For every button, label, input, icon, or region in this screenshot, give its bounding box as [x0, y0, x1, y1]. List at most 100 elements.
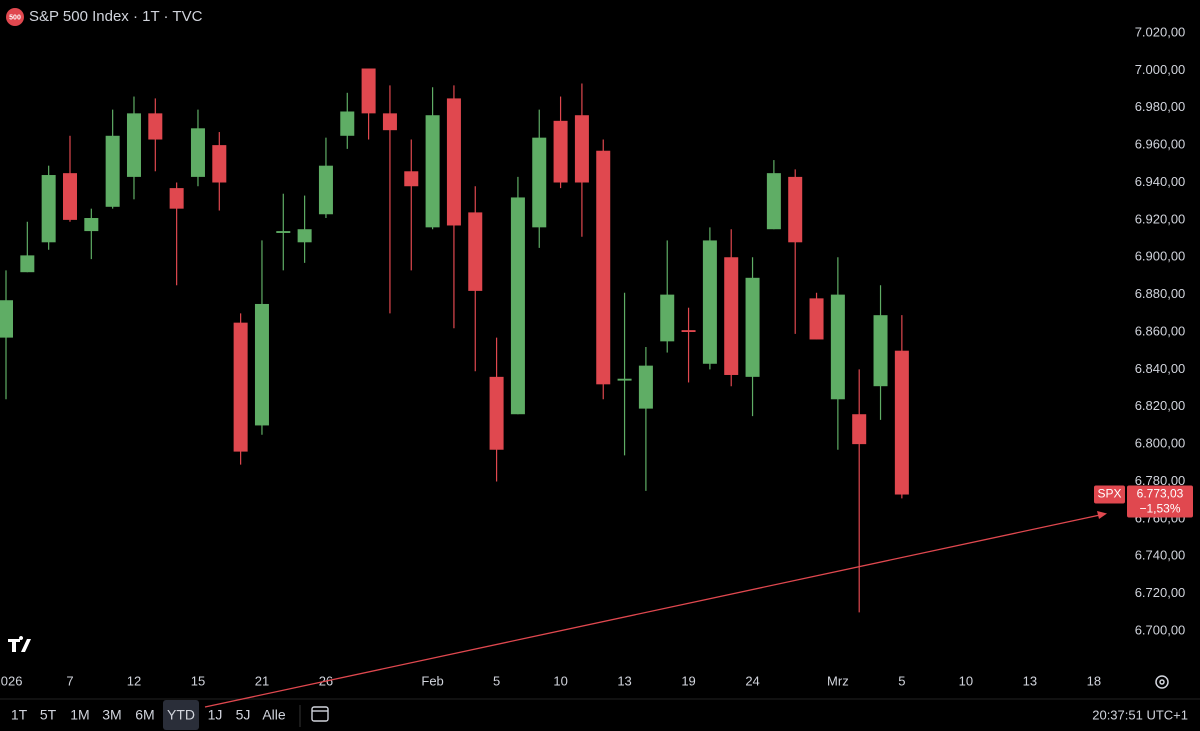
x-tick-label: 5	[493, 673, 500, 688]
range-button[interactable]: Alle	[262, 707, 286, 723]
range-button-label: Alle	[262, 707, 286, 723]
range-button[interactable]: 6M	[135, 707, 154, 723]
range-button-active	[163, 700, 199, 730]
candle-body	[361, 68, 376, 114]
candle-body	[446, 98, 461, 226]
symbol-label: SPX	[1097, 487, 1121, 501]
candle-body	[404, 171, 419, 187]
range-button[interactable]: 5T	[40, 707, 57, 723]
drawn-arrow	[204, 511, 1107, 708]
y-tick-label: 6.880,00	[1135, 286, 1186, 301]
arrow-line	[204, 514, 1101, 708]
candle-body	[212, 145, 227, 183]
last-price-label: 6.773,03	[1137, 487, 1184, 501]
candle-body	[894, 350, 909, 495]
candle-body	[745, 277, 760, 377]
y-tick-label: 6.820,00	[1135, 398, 1186, 413]
candle-body	[830, 294, 845, 400]
candle-body	[318, 165, 333, 215]
candle-body	[382, 113, 397, 131]
candle-body	[596, 150, 611, 385]
logo-shape	[8, 636, 31, 652]
x-tick-label: 21	[255, 673, 269, 688]
chart-title[interactable]: S&P 500 Index · 1T · TVC	[29, 8, 203, 25]
tv-logo[interactable]	[8, 636, 31, 652]
candle-body	[532, 137, 547, 228]
y-tick-label: 6.840,00	[1135, 361, 1186, 376]
x-tick-label: 13	[617, 673, 631, 688]
range-button-label: 3M	[102, 707, 121, 723]
y-tick-label: 6.700,00	[1135, 622, 1186, 637]
x-tick-label: 7	[66, 673, 73, 688]
candle-body	[809, 298, 824, 340]
candle-body	[126, 113, 141, 177]
candle-body	[84, 218, 99, 232]
y-tick-label: 6.720,00	[1135, 585, 1186, 600]
candle-body	[190, 128, 205, 177]
y-tick-label: 6.740,00	[1135, 548, 1186, 563]
candle-body	[340, 111, 355, 136]
calendar-icon[interactable]	[311, 706, 329, 722]
y-tick-label: 6.800,00	[1135, 436, 1186, 451]
change-label: −1,53%	[1139, 502, 1180, 516]
x-tick-label: 10	[553, 673, 567, 688]
x-tick-label: 15	[191, 673, 205, 688]
range-button[interactable]: YTD	[163, 700, 199, 730]
range-button[interactable]: 1J	[208, 707, 223, 723]
range-button-label: 1T	[11, 707, 28, 723]
candle-body	[510, 197, 525, 415]
candle-body	[873, 315, 888, 387]
candle-body	[574, 115, 589, 183]
plot: 7.020,00 7.000,00 6.980,00 6.960,00 6.940,00…	[0, 24, 1193, 688]
candle-body	[724, 257, 739, 375]
candle-body	[702, 240, 717, 364]
candle-body	[233, 322, 248, 452]
x-tick-label: 19	[681, 673, 695, 688]
x-tick-label: 24	[745, 673, 759, 688]
candle-body	[617, 378, 632, 381]
x-tick-label: Mrz	[827, 673, 849, 688]
y-tick-label: 6.900,00	[1135, 249, 1186, 264]
candle-body	[638, 365, 653, 409]
x-tick-label: 13	[1023, 673, 1037, 688]
range-button-label: 1M	[70, 707, 89, 723]
clock: 20:37:51 UTC+1	[1092, 707, 1188, 722]
candle-body	[62, 173, 77, 220]
icon-text: 500	[9, 14, 21, 21]
settings-icon[interactable]	[1155, 675, 1169, 689]
y-tick-label: 6.780,00	[1135, 473, 1186, 488]
x-tick-label: 12	[127, 673, 141, 688]
candle-body	[0, 300, 13, 338]
range-button-label: YTD	[167, 707, 195, 723]
y-tick-label: 7.020,00	[1135, 24, 1186, 39]
symbol-tag	[1094, 485, 1125, 504]
x-tick-label: 10	[959, 673, 973, 688]
x-tick-label: 5	[898, 673, 905, 688]
candle-body	[468, 212, 483, 291]
arrow-head	[1097, 511, 1107, 519]
range-button-label: 6M	[135, 707, 154, 723]
x-tick-label: 18	[1087, 673, 1101, 688]
candle-body	[852, 414, 867, 445]
gear-hub	[1159, 679, 1165, 685]
y-tick-label: 7.000,00	[1135, 62, 1186, 77]
y-tick-label: 6.860,00	[1135, 323, 1186, 338]
candle-body	[276, 231, 291, 233]
price-tag	[1127, 485, 1193, 518]
range-button[interactable]: 1T	[11, 707, 28, 723]
symbol-icon	[6, 8, 24, 26]
range-button[interactable]: 5J	[236, 707, 251, 723]
y-tick-label: 6.940,00	[1135, 174, 1186, 189]
candle-body	[105, 135, 120, 207]
candle-body	[553, 120, 568, 183]
range-button[interactable]: 1M	[70, 707, 89, 723]
range-button[interactable]: 3M	[102, 707, 121, 723]
candle-body	[766, 173, 781, 230]
candle-body	[254, 303, 269, 426]
range-button-label: 5J	[236, 707, 251, 723]
candle-body	[425, 115, 440, 228]
candle-body	[297, 229, 312, 243]
x-tick-label: Feb	[421, 673, 443, 688]
range-button-label: 5T	[40, 707, 57, 723]
